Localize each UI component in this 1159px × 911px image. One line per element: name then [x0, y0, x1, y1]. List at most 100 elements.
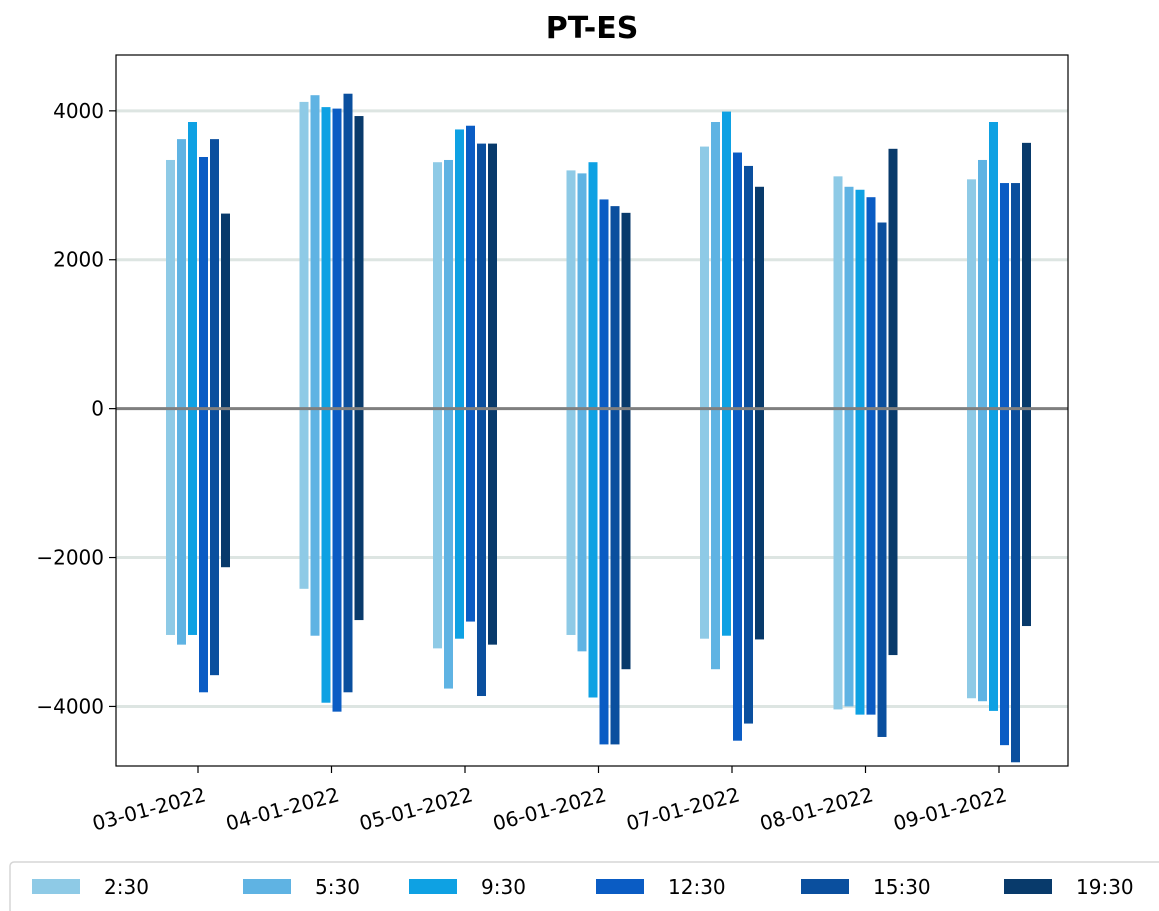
legend-swatch [409, 879, 457, 894]
legend-swatch [1004, 879, 1052, 894]
bar-positive [166, 159, 175, 409]
bar-positive [877, 222, 887, 409]
bar-negative [967, 408, 976, 699]
bar-positive [967, 179, 976, 409]
x-tick-label: 03-01-2022 [90, 782, 208, 835]
bar-positive [455, 129, 464, 409]
bar-positive [466, 125, 475, 409]
legend-label: 19:30 [1076, 875, 1134, 899]
bar-negative [455, 408, 464, 639]
legend-label: 9:30 [481, 875, 526, 899]
bar-negative [833, 408, 843, 710]
bar-negative [610, 408, 620, 745]
bar-negative [588, 408, 598, 698]
x-axis: 03-01-2022 04-01-2022 05-01-2022 06-01-2022… [90, 766, 1009, 836]
legend-box [9, 861, 1159, 911]
bar-positive [588, 162, 598, 409]
bar-negative [855, 408, 865, 715]
bar-positive [700, 146, 709, 409]
bar-positive [888, 148, 898, 409]
bar-negative [888, 408, 898, 656]
x-tick-label: 05-01-2022 [357, 782, 475, 835]
bar-negative [722, 408, 731, 636]
bar-negative [989, 408, 998, 711]
bar-negative [700, 408, 709, 639]
bar-negative [978, 408, 987, 702]
bar-positive [989, 122, 998, 409]
bar-negative [199, 408, 208, 693]
bar-positive [188, 122, 197, 409]
bar-negative [444, 408, 453, 689]
legend-label: 15:30 [873, 875, 931, 899]
bar-positive [1000, 183, 1009, 409]
x-tick-label: 08-01-2022 [757, 782, 875, 835]
y-tick-label: 0 [91, 397, 104, 421]
bar-positive [177, 139, 186, 409]
y-tick-label: −4000 [36, 694, 104, 718]
bar-positive [610, 206, 620, 409]
bar-positive [621, 212, 631, 409]
bar-negative [866, 408, 876, 715]
bar-positive [711, 122, 720, 409]
bar-positive [833, 176, 843, 409]
bar-positive [477, 143, 486, 409]
bar-positive [566, 170, 576, 409]
bar-negative [711, 408, 720, 670]
legend-swatch [243, 879, 291, 894]
legend-swatch [596, 879, 644, 894]
bar-negative [299, 408, 309, 589]
bar-positive [343, 93, 353, 409]
bar-negative [621, 408, 631, 670]
y-tick-label: 4000 [53, 99, 104, 123]
bar-negative [466, 408, 475, 622]
bar-negative [321, 408, 331, 703]
bar-positive [577, 173, 587, 409]
bar-negative [755, 408, 764, 640]
bar-positive [722, 111, 731, 409]
bar-group [166, 93, 1031, 763]
bar-negative [577, 408, 587, 652]
bar-positive [755, 186, 764, 409]
bar-positive [310, 95, 320, 409]
y-tick-label: −2000 [36, 546, 104, 570]
bar-positive [978, 159, 987, 409]
bar-negative [177, 408, 186, 645]
y-tick-label: 2000 [53, 248, 104, 272]
bar-positive [444, 159, 453, 409]
bar-negative [332, 408, 342, 712]
bar-positive [733, 152, 742, 409]
bar-positive [433, 162, 442, 409]
bar-negative [488, 408, 497, 645]
legend-label: 12:30 [668, 875, 726, 899]
bar-negative [221, 408, 230, 568]
chart-title: PT-ES [546, 11, 639, 46]
x-tick-label: 06-01-2022 [490, 782, 608, 835]
legend-label: 2:30 [104, 875, 149, 899]
bar-negative [744, 408, 753, 724]
bar-negative [188, 408, 197, 635]
bar-positive [599, 199, 609, 409]
bar-positive [855, 189, 865, 409]
bar-positive [221, 213, 230, 409]
bar-positive [844, 186, 854, 409]
bar-positive [199, 156, 208, 409]
legend-swatch [801, 879, 849, 894]
bar-negative [844, 408, 854, 707]
bar-positive [321, 107, 331, 409]
legend: 2:30 5:30 9:30 12:30 15:30 19:30 [9, 861, 1159, 911]
bar-negative [733, 408, 742, 741]
bar-negative [599, 408, 609, 745]
bar-negative [166, 408, 175, 635]
bar-positive [488, 143, 497, 409]
bar-positive [354, 116, 364, 409]
bar-positive [210, 139, 219, 409]
y-axis: 4000 2000 0 −2000 −4000 [36, 99, 116, 718]
bar-negative [877, 408, 887, 737]
bar-positive [744, 165, 753, 409]
bar-positive [1011, 183, 1020, 409]
bar-positive [332, 108, 342, 409]
bar-negative [477, 408, 486, 697]
bar-negative [310, 408, 320, 636]
bar-negative [1000, 408, 1009, 746]
